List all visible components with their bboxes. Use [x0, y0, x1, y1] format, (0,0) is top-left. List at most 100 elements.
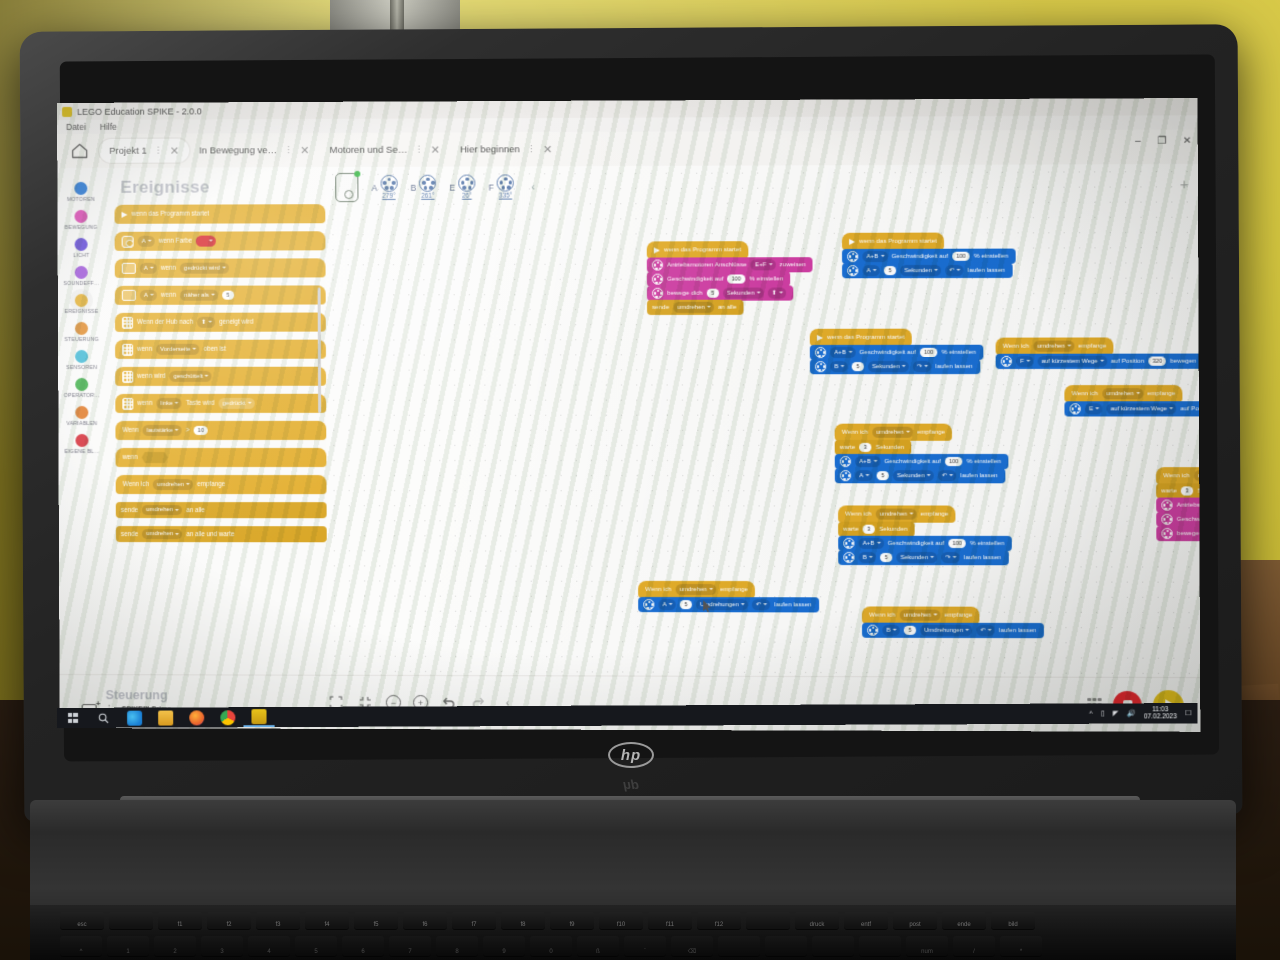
block-dropdown[interactable]: A — [862, 265, 880, 276]
stack-receive-blue-a[interactable]: Wenn ich umdrehen empfange warte 3 Sekunden A+… — [834, 423, 1009, 484]
block-number-input[interactable]: 5 — [880, 552, 893, 563]
block-number-input[interactable]: 5 — [679, 599, 693, 610]
palette-block[interactable]: wenn Vorderseite oben ist — [115, 339, 326, 359]
block[interactable]: A 5 Sekunden ↶ laufen lassen — [842, 262, 1013, 279]
explorer-icon[interactable] — [150, 707, 181, 727]
palette-scrollbar[interactable] — [317, 287, 322, 413]
block[interactable]: warte 3 Sekunden — [838, 521, 915, 537]
block-color-picker[interactable] — [196, 235, 217, 247]
block-dropdown[interactable]: A+B — [862, 251, 888, 262]
edge-icon[interactable] — [119, 708, 150, 728]
clock[interactable]: 11:03 07.02.2023 — [1144, 706, 1177, 721]
block-dropdown[interactable]: A — [139, 290, 157, 301]
block-number-input[interactable]: 10 — [193, 425, 208, 436]
block-dropdown[interactable]: umdrehen — [142, 528, 183, 540]
spike-icon[interactable] — [243, 707, 275, 728]
block-number-input[interactable]: 5 — [706, 288, 719, 298]
block-body[interactable]: sende umdrehen an alle — [115, 502, 327, 519]
block-dropdown[interactable]: umdrehen — [1101, 388, 1144, 400]
block-number-input[interactable]: 100 — [919, 347, 938, 358]
category-steuerung[interactable]: STEUERUNG — [58, 321, 104, 343]
category-eigenebl[interactable]: EIGENE BL… — [59, 433, 105, 455]
block[interactable]: A+B Geschwindigkeit auf 100% einstellen — [809, 344, 983, 361]
block-dropdown[interactable]: A — [137, 235, 155, 247]
menu-item-hilfe[interactable]: Hilfe — [99, 121, 118, 132]
category-variablen[interactable]: VARIABLEN — [59, 405, 105, 427]
block-dropdown[interactable]: B — [858, 552, 877, 563]
block-dropdown[interactable]: A+B — [858, 538, 884, 549]
block-dropdown[interactable]: lautstärke — [142, 425, 182, 436]
block-number-input[interactable]: 100 — [948, 538, 967, 549]
tab-close-icon[interactable]: ✕ — [169, 145, 180, 158]
palette-block[interactable]: sende umdrehen an alle — [115, 502, 327, 519]
tab-in-bewegung[interactable]: In Bewegung ve… ⋮ ✕ — [189, 138, 320, 163]
tab-menu-icon[interactable]: ⋮ — [414, 144, 424, 155]
block-dropdown[interactable]: Sekunden — [867, 361, 909, 372]
tab-motoren-und-sensoren[interactable]: Motoren und Se… ⋮ ✕ — [320, 137, 450, 162]
block-dropdown[interactable]: umdrehen — [141, 504, 183, 516]
hub-port-A[interactable]: A 279° — [371, 174, 398, 200]
block[interactable]: warte 3 Sekunden — [834, 439, 912, 455]
block-dropdown[interactable]: A — [139, 263, 157, 274]
palette-block[interactable]: Wenn ich umdrehen empfange — [115, 475, 327, 495]
block[interactable]: wenn das Programm startet — [841, 232, 945, 251]
block-body[interactable]: wenn linke Taste wird gedrückt — [115, 393, 327, 413]
category-ereignisse[interactable]: EREIGNISSE — [58, 293, 104, 315]
chevron-up-icon[interactable]: ^ — [1089, 710, 1093, 718]
block-body[interactable]: wenn — [115, 447, 327, 468]
menu-item-datei[interactable]: Datei — [66, 121, 86, 132]
hub-port-B[interactable]: B 261° — [410, 174, 437, 200]
block-dropdown[interactable]: gedrückt — [218, 398, 255, 409]
block-dropdown[interactable]: F — [1016, 356, 1034, 367]
block-dropdown[interactable]: auf kürzestem Wege — [1037, 355, 1107, 367]
add-script-icon[interactable]: + — [1179, 176, 1189, 194]
block[interactable]: A+B Geschwindigkeit auf 100% einstellen — [838, 535, 1012, 552]
volume-icon[interactable]: 🔊 — [1126, 710, 1136, 718]
block-number-input[interactable]: 5 — [903, 625, 917, 636]
block-body[interactable]: Wenn lautstärke >10 — [115, 420, 327, 440]
category-licht[interactable]: LICHT — [58, 237, 104, 259]
palette-block[interactable]: Wenn lautstärke >10 — [115, 420, 327, 440]
block-dropdown[interactable]: ⬆ — [767, 287, 786, 299]
block-dropdown[interactable]: umdrehen — [872, 426, 913, 438]
notifications-icon[interactable]: ☐ — [1184, 710, 1192, 718]
block-number-input[interactable]: 100 — [952, 251, 970, 262]
network-icon[interactable]: ◤ — [1112, 710, 1119, 718]
block-body[interactable]: Wenn ich umdrehen empfange — [115, 475, 327, 495]
category-operator[interactable]: OPERATOR… — [59, 377, 105, 399]
block-dropdown[interactable]: umdrehen — [899, 609, 941, 621]
block-number-input[interactable]: 5 — [851, 361, 864, 372]
category-soundeff[interactable]: SOUNDEFF… — [58, 265, 104, 287]
tab-hier-beginnen[interactable]: Hier beginnen ⋮ ✕ — [450, 137, 563, 162]
chevron-left-icon[interactable]: ‹ — [531, 180, 535, 193]
tab-menu-icon[interactable]: ⋮ — [526, 143, 536, 154]
category-bewegung[interactable]: BEWEGUNG — [58, 209, 104, 231]
block-dropdown[interactable]: umdrehen — [875, 508, 917, 520]
palette-block[interactable]: wenn linke Taste wird gedrückt — [115, 393, 327, 413]
stack-receive-blue-b[interactable]: Wenn ich umdrehen empfange warte 3 Sekunden A+… — [838, 505, 1012, 566]
block-dropdown[interactable]: ↷ — [941, 552, 960, 563]
block-dropdown[interactable]: auf kürzestem Wege — [1106, 403, 1177, 415]
palette-block[interactable]: wenn wird geschüttelt — [115, 366, 327, 386]
category-sensoren[interactable]: SENSOREN — [59, 349, 105, 371]
block-dropdown[interactable]: A+B — [830, 347, 856, 358]
palette-block[interactable]: wenn — [115, 447, 327, 468]
block-dropdown[interactable]: ⬆ — [197, 316, 216, 328]
program-canvas[interactable]: A 279° B 261° E 26° F 335° ‹ + wenn das Program… — [325, 163, 1201, 732]
block-number-input[interactable]: 5 — [883, 265, 897, 276]
block-dropdown[interactable]: B — [882, 624, 900, 636]
block[interactable]: warte 3 Sekunden — [1156, 483, 1201, 499]
